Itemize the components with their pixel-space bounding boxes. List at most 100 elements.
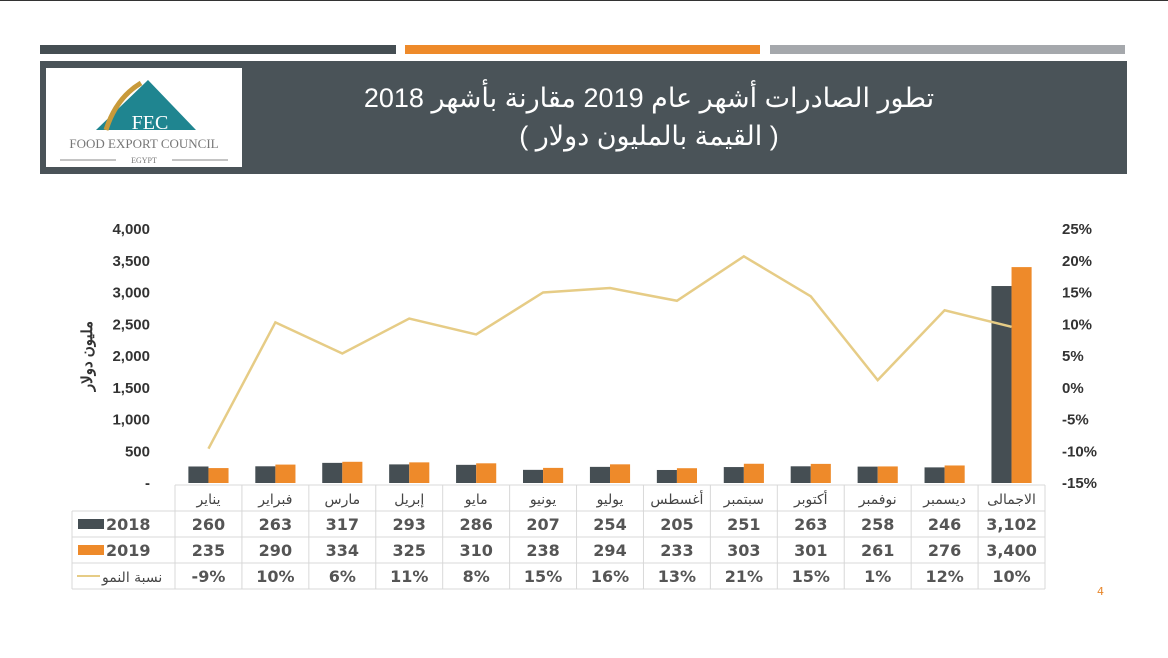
y-tick-label: - xyxy=(145,475,150,492)
legend-label: 2019 xyxy=(106,541,151,560)
data-label: -9% xyxy=(192,567,226,586)
bar-2019 xyxy=(1011,267,1032,483)
data-label: 207 xyxy=(526,515,559,534)
data-label: 8% xyxy=(463,567,490,586)
svg-text:FEC: FEC xyxy=(132,112,169,134)
category-label: مارس xyxy=(324,492,360,508)
y-tick-label: 1,000 xyxy=(112,412,150,429)
y-tick-label: 3,000 xyxy=(112,285,150,302)
bar-2018 xyxy=(589,466,610,483)
data-label: 303 xyxy=(727,541,760,560)
data-label: 3,400 xyxy=(986,541,1037,560)
data-label: 325 xyxy=(393,541,426,560)
y2-tick-label: 15% xyxy=(1062,285,1092,302)
y2-tick-label: -15% xyxy=(1062,475,1097,492)
data-label: 263 xyxy=(259,515,292,534)
category-label: يونيو xyxy=(529,492,557,508)
data-label: 260 xyxy=(192,515,225,534)
data-label: 334 xyxy=(326,541,359,560)
bar-2019 xyxy=(342,461,363,483)
y2-tick-label: 10% xyxy=(1062,316,1092,333)
bar-2019 xyxy=(743,463,764,483)
bar-2018 xyxy=(188,466,209,483)
bar-2018 xyxy=(924,467,945,483)
data-label: 6% xyxy=(329,567,356,586)
data-label: 294 xyxy=(593,541,626,560)
data-label: 1% xyxy=(864,567,891,586)
y2-tick-label: 20% xyxy=(1062,253,1092,270)
data-label: 317 xyxy=(326,515,359,534)
svg-text:EGYPT: EGYPT xyxy=(131,156,157,165)
data-label: 258 xyxy=(861,515,894,534)
data-label: 246 xyxy=(928,515,961,534)
data-label: 293 xyxy=(393,515,426,534)
bar-2018 xyxy=(857,466,878,483)
data-label: 12% xyxy=(925,567,963,586)
category-label: الاجمالى xyxy=(987,492,1036,508)
legend-swatch-2019 xyxy=(78,545,104,555)
data-label: 310 xyxy=(459,541,492,560)
slide-title: تطور الصادرات أشهر عام 2019 مقارنة بأشهر… xyxy=(260,79,1038,155)
bar-2018 xyxy=(255,466,276,483)
data-label: 10% xyxy=(992,567,1030,586)
bar-2018 xyxy=(991,286,1012,483)
data-label: 21% xyxy=(725,567,763,586)
bar-2019 xyxy=(810,463,831,483)
data-label: 15% xyxy=(524,567,562,586)
y2-tick-label: 5% xyxy=(1062,348,1084,365)
y-axis-label: مليون دولار xyxy=(79,321,96,392)
y-tick-label: 2,000 xyxy=(112,348,150,365)
bar-2019 xyxy=(476,463,497,483)
data-label: 263 xyxy=(794,515,827,534)
category-label: يناير xyxy=(195,492,220,508)
bar-2018 xyxy=(656,469,677,483)
y2-tick-label: 0% xyxy=(1062,380,1084,397)
category-label: سبتمبر xyxy=(723,492,764,508)
y2-tick-label: -5% xyxy=(1062,412,1089,429)
data-label: 238 xyxy=(526,541,559,560)
accent-bar-dark xyxy=(40,45,396,54)
accent-bar-gray xyxy=(770,45,1125,54)
data-label: 276 xyxy=(928,541,961,560)
data-label: 254 xyxy=(593,515,626,534)
pyramid-logo-icon: FEC FOOD EXPORT COUNCIL EGYPT xyxy=(60,80,228,165)
bar-2019 xyxy=(409,462,430,483)
data-label: 15% xyxy=(792,567,830,586)
data-label: 13% xyxy=(658,567,696,586)
category-label: أكتوبر xyxy=(793,490,828,508)
y2-tick-label: 25% xyxy=(1062,221,1092,238)
accent-bar-orange xyxy=(405,45,760,54)
bar-2019 xyxy=(275,464,296,483)
bar-2018 xyxy=(389,464,410,483)
data-label: 10% xyxy=(256,567,294,586)
y-tick-label: 4,000 xyxy=(112,221,150,238)
y2-tick-label: -10% xyxy=(1062,443,1097,460)
category-label: نوفمبر xyxy=(858,492,897,508)
legend-swatch-2018 xyxy=(78,519,104,529)
category-label: أغسطس xyxy=(650,490,703,508)
data-label: 235 xyxy=(192,541,225,560)
category-label: فبراير xyxy=(257,492,292,508)
legend-label: نسبة النمو xyxy=(101,570,162,586)
data-label: 3,102 xyxy=(986,515,1037,534)
data-label: 261 xyxy=(861,541,894,560)
category-label: إبريل xyxy=(394,492,424,508)
data-label: 11% xyxy=(390,567,428,586)
title-line-1: تطور الصادرات أشهر عام 2019 مقارنة بأشهر… xyxy=(363,83,935,113)
y-tick-label: 500 xyxy=(125,443,150,460)
growth-line xyxy=(207,254,1012,450)
bar-2018 xyxy=(523,469,544,483)
category-label: يوليو xyxy=(596,492,624,508)
bar-2018 xyxy=(456,464,477,483)
logo: FEC FOOD EXPORT COUNCIL EGYPT xyxy=(46,68,242,167)
page-number: 4 xyxy=(1097,585,1104,598)
category-label: ديسمبر xyxy=(922,492,966,508)
bar-2019 xyxy=(610,464,631,483)
legend-label: 2018 xyxy=(106,515,151,534)
bar-2019 xyxy=(877,466,898,483)
title-line-2: ( القيمة بالمليون دولار ) xyxy=(519,121,779,151)
svg-text:FOOD EXPORT COUNCIL: FOOD EXPORT COUNCIL xyxy=(69,136,218,151)
y-tick-label: 2,500 xyxy=(112,316,150,333)
